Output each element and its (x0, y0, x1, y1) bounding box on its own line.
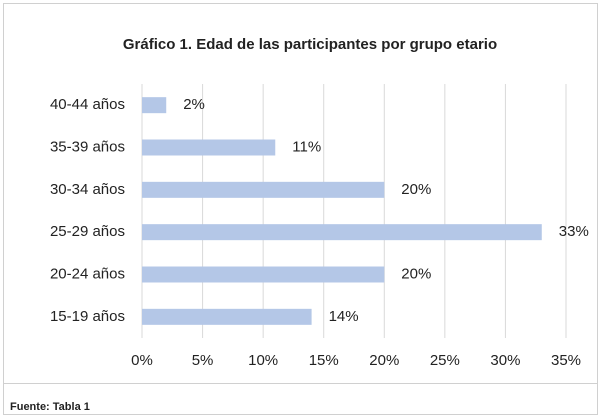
y-tick-label: 25-29 años (50, 223, 125, 240)
y-tick-label: 30-34 años (50, 181, 125, 198)
x-tick-label: 30% (490, 352, 520, 369)
y-tick-label: 35-39 años (50, 138, 125, 155)
data-label: 20% (401, 265, 431, 282)
x-tick-label: 35% (551, 352, 581, 369)
chart-title: Gráfico 1. Edad de las participantes por… (123, 36, 497, 53)
bar (142, 224, 542, 241)
x-tick-label: 5% (192, 352, 214, 369)
source-note: Fuente: Tabla 1 (10, 401, 90, 413)
bar (142, 97, 167, 114)
y-tick-label: 15-19 años (50, 308, 125, 325)
data-label: 20% (401, 181, 431, 198)
data-label: 14% (329, 308, 359, 325)
bar (142, 266, 385, 283)
bar (142, 308, 312, 325)
data-label: 11% (292, 138, 321, 155)
x-tick-label: 25% (430, 352, 460, 369)
y-tick-label: 20-24 años (50, 265, 125, 282)
bar (142, 139, 276, 156)
x-tick-label: 15% (309, 352, 339, 369)
x-tick-label: 0% (131, 352, 153, 369)
x-tick-label: 10% (248, 352, 278, 369)
y-tick-label: 40-44 años (50, 96, 125, 113)
data-label: 2% (183, 96, 205, 113)
x-tick-label: 20% (369, 352, 399, 369)
bar (142, 181, 385, 198)
footer-frame (3, 383, 598, 415)
data-label: 33% (559, 223, 589, 240)
